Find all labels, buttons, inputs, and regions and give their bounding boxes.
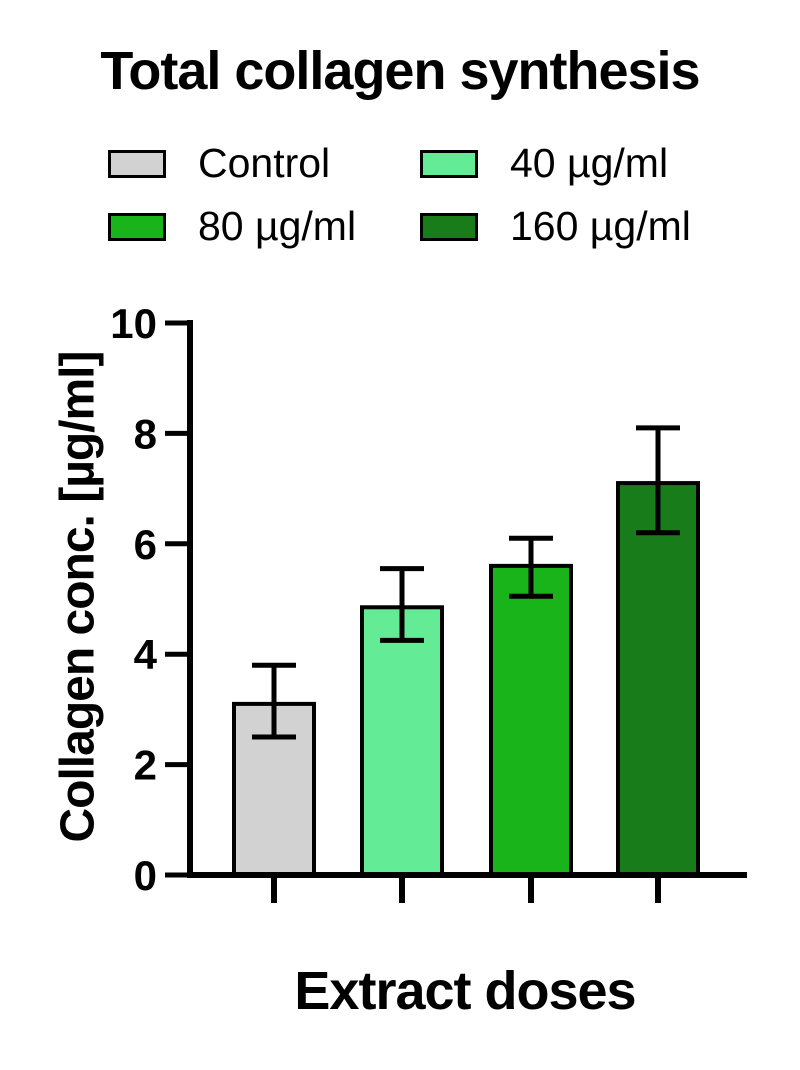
- legend-item: 160 µg/ml: [420, 206, 691, 247]
- legend-item: 40 µg/ml: [420, 143, 691, 184]
- y-tick-label-4: 4: [134, 631, 158, 678]
- y-tick-label-8: 8: [134, 410, 157, 457]
- y-tick-label-10: 10: [110, 300, 157, 347]
- bar-3: [616, 481, 700, 877]
- y-tick-label-2: 2: [134, 742, 157, 789]
- bar-2: [489, 563, 573, 877]
- legend-label: 80 µg/ml: [198, 203, 357, 249]
- y-tick-label-0: 0: [134, 852, 157, 899]
- y-axis-title: Collagen conc. [µg/ml]: [51, 351, 105, 843]
- legend-swatch: [420, 149, 478, 178]
- y-tick-label-6: 6: [134, 521, 157, 568]
- chart-title: Total collagen synthesis: [100, 41, 700, 101]
- x-axis-title: Extract doses: [294, 961, 636, 1021]
- legend-label: 40 µg/ml: [510, 140, 669, 186]
- legend-item: 80 µg/ml: [108, 206, 420, 247]
- chart-legend: Control 40 µg/ml 80 µg/ml 160 µg/ml: [108, 143, 691, 247]
- legend-item: Control: [108, 143, 420, 184]
- legend-label: Control: [198, 140, 331, 186]
- legend-label: 160 µg/ml: [510, 203, 691, 249]
- legend-swatch: [108, 149, 166, 178]
- bar-1: [360, 605, 444, 878]
- legend-swatch: [420, 212, 478, 241]
- legend-swatch: [108, 212, 166, 241]
